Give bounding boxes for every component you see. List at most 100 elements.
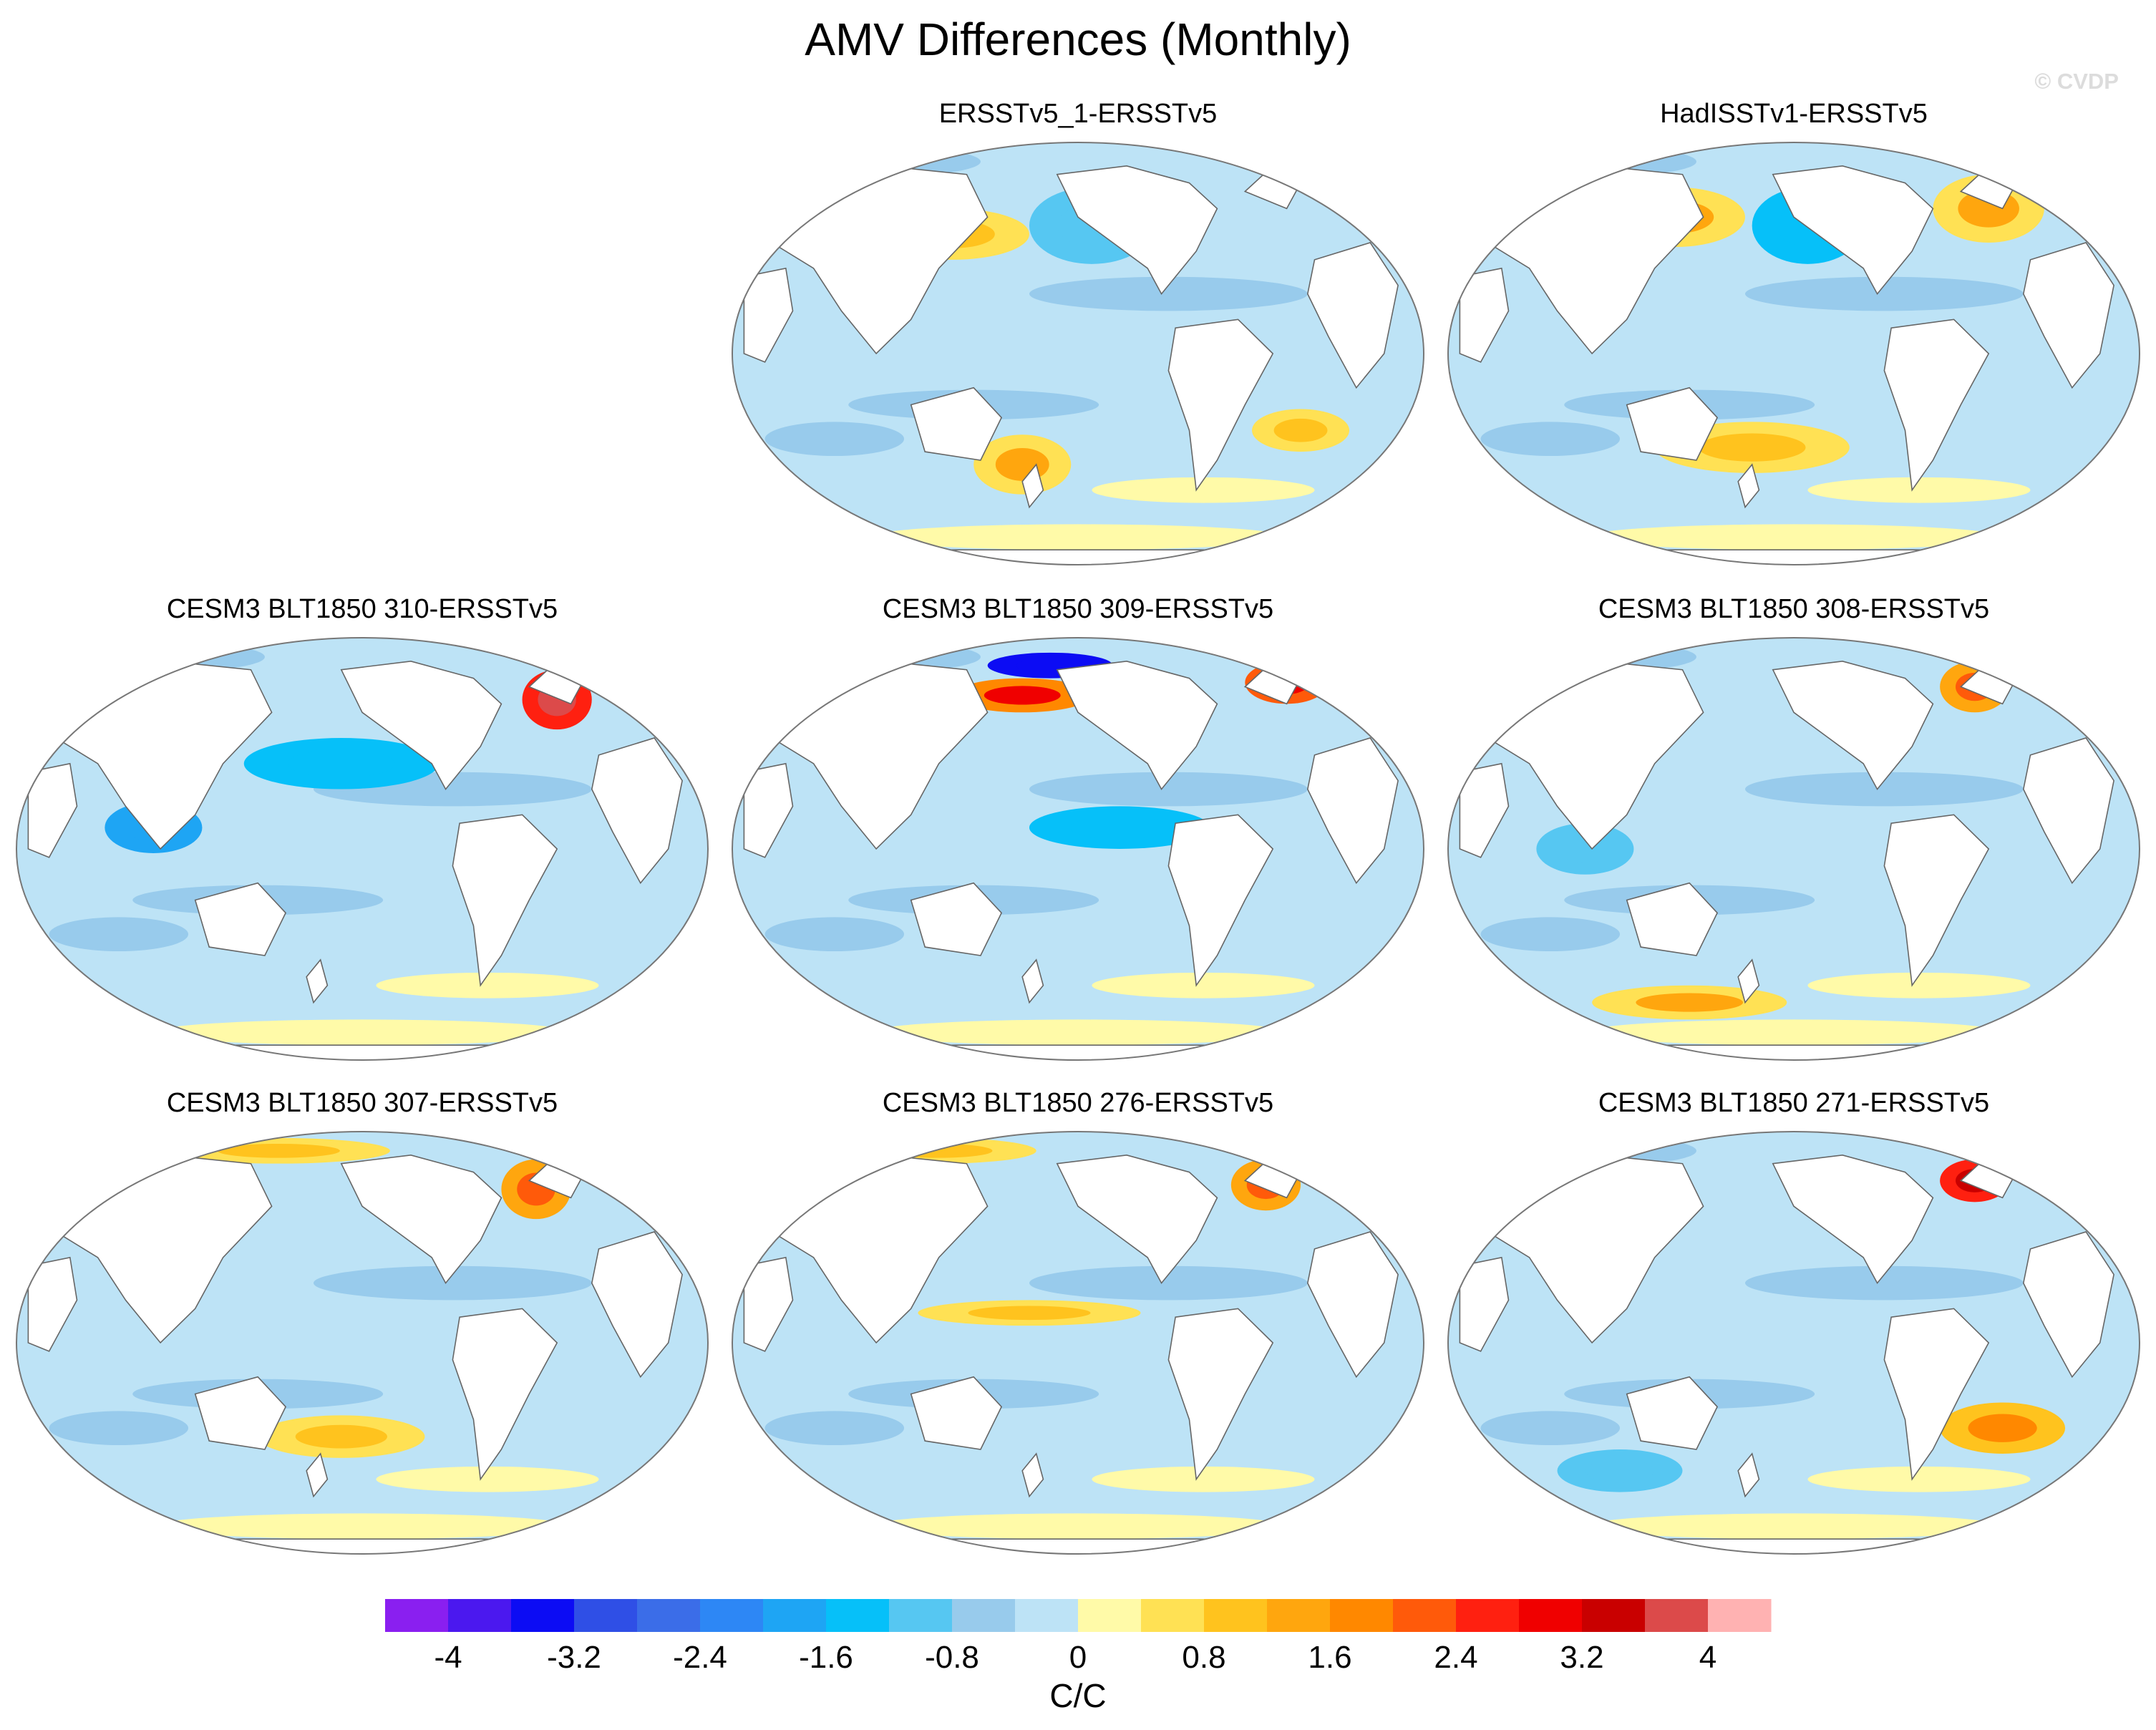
panel-title: ERSSTv5_1-ERSSTv5 bbox=[938, 99, 1218, 129]
anomaly-band bbox=[1744, 276, 2024, 311]
anomaly-band bbox=[1092, 1466, 1315, 1492]
map-panel bbox=[1447, 142, 2140, 565]
landmass bbox=[1167, 319, 1274, 492]
anomaly-band bbox=[153, 1019, 571, 1046]
colorbar-tick-label: 1.6 bbox=[1308, 1640, 1351, 1675]
landmass bbox=[1306, 1231, 1399, 1379]
panel-title: CESM3 BLT1850 271-ERSSTv5 bbox=[1598, 1088, 1990, 1118]
colorbar-swatch bbox=[1645, 1599, 1709, 1632]
colorbar-swatch bbox=[889, 1599, 953, 1632]
colorbar-tick-label: -1.6 bbox=[799, 1640, 853, 1675]
anomaly-band bbox=[869, 1513, 1287, 1540]
colorbar-tick-label: 2.4 bbox=[1434, 1640, 1477, 1675]
colorbar-swatch bbox=[1078, 1599, 1142, 1632]
landmass bbox=[340, 1154, 502, 1285]
landmass bbox=[1772, 660, 1934, 791]
anomaly-band bbox=[1480, 422, 1620, 457]
landmass bbox=[27, 1256, 78, 1352]
panel-title: CESM3 BLT1850 308-ERSSTv5 bbox=[1598, 594, 1990, 624]
anomaly-band bbox=[1807, 477, 2031, 503]
landmass bbox=[1459, 267, 1510, 363]
map-panel bbox=[1447, 637, 2140, 1061]
landmass bbox=[194, 1376, 287, 1450]
map-panel bbox=[732, 637, 1424, 1061]
landmass bbox=[1459, 1256, 1510, 1352]
anomaly-band bbox=[49, 1411, 188, 1446]
landmass bbox=[743, 762, 794, 858]
anomaly-band bbox=[764, 917, 904, 952]
map-border bbox=[1447, 142, 2140, 565]
anomaly-band bbox=[1807, 972, 2031, 998]
landmass bbox=[1883, 1308, 1990, 1481]
figure-title: AMV Differences (Monthly) bbox=[805, 14, 1351, 65]
colorbar-swatch bbox=[1015, 1599, 1079, 1632]
landmass bbox=[27, 762, 78, 858]
landmass bbox=[452, 814, 558, 987]
map-border bbox=[732, 1131, 1424, 1555]
colorbar-swatch bbox=[1393, 1599, 1457, 1632]
landmass bbox=[1021, 463, 1044, 509]
map-panel bbox=[732, 1131, 1424, 1555]
colorbar-swatch bbox=[1456, 1599, 1520, 1632]
landmass bbox=[1772, 1154, 1934, 1285]
map-border bbox=[732, 142, 1424, 565]
landmass bbox=[452, 1308, 558, 1481]
landmass bbox=[1056, 165, 1218, 296]
panel-title: CESM3 BLT1850 310-ERSSTv5 bbox=[166, 594, 558, 624]
landmass bbox=[1021, 1452, 1044, 1498]
colorbar-swatch bbox=[1519, 1599, 1583, 1632]
colorbar-swatch bbox=[1267, 1599, 1331, 1632]
colorbar-swatch bbox=[637, 1599, 701, 1632]
anomaly-band bbox=[1029, 1265, 1308, 1301]
anomaly-feature-core bbox=[1636, 993, 1744, 1012]
landmass bbox=[910, 1376, 1003, 1450]
anomaly-feature-core bbox=[1069, 815, 1170, 840]
anomaly-band bbox=[1092, 972, 1315, 998]
colorbar-swatch bbox=[574, 1599, 638, 1632]
landmass bbox=[1167, 814, 1274, 987]
landmass bbox=[910, 882, 1003, 956]
anomaly-band bbox=[153, 1513, 571, 1540]
map-border bbox=[1447, 1131, 2140, 1555]
colorbar-tick-label: -4 bbox=[434, 1640, 462, 1675]
anomaly-band bbox=[1807, 1466, 2031, 1492]
landmass bbox=[340, 660, 502, 791]
anomaly-band bbox=[869, 524, 1287, 550]
colorbar-swatch bbox=[1330, 1599, 1394, 1632]
anomaly-band bbox=[376, 1466, 599, 1492]
map-panel bbox=[16, 1131, 709, 1555]
colorbar-swatch bbox=[952, 1599, 1016, 1632]
landmass bbox=[1883, 814, 1990, 987]
landmass bbox=[2022, 242, 2114, 389]
colorbar-swatch bbox=[826, 1599, 890, 1632]
panel-title: CESM3 BLT1850 309-ERSSTv5 bbox=[882, 594, 1274, 624]
landmass bbox=[1737, 1452, 1760, 1498]
landmass bbox=[743, 267, 794, 363]
map-panel bbox=[732, 142, 1424, 565]
anomaly-feature-core bbox=[1698, 433, 1806, 462]
panel-title: CESM3 BLT1850 307-ERSSTv5 bbox=[166, 1088, 558, 1118]
landmass bbox=[1772, 165, 1934, 296]
anomaly-feature-core bbox=[984, 686, 1061, 705]
colorbar-swatch bbox=[448, 1599, 512, 1632]
landmass bbox=[1737, 958, 1760, 1004]
colorbar-swatch bbox=[1204, 1599, 1268, 1632]
landmass bbox=[194, 882, 287, 956]
anomaly-band bbox=[869, 1019, 1287, 1046]
anomaly-feature-core bbox=[295, 1424, 387, 1449]
anomaly-feature-core bbox=[1273, 418, 1328, 442]
anomaly-band bbox=[313, 1265, 592, 1301]
anomaly-band bbox=[376, 972, 599, 998]
landmass bbox=[2022, 1231, 2114, 1379]
landmass bbox=[910, 387, 1003, 461]
colorbar-swatch bbox=[385, 1599, 449, 1632]
copyright-watermark: © CVDP bbox=[2034, 69, 2119, 94]
colorbar-tick-label: 0 bbox=[1069, 1640, 1087, 1675]
colorbar-swatch bbox=[511, 1599, 575, 1632]
map-border bbox=[16, 637, 709, 1061]
colorbar-swatch bbox=[1708, 1599, 1772, 1632]
landmass bbox=[1626, 1376, 1719, 1450]
landmass bbox=[743, 1256, 794, 1352]
landmass bbox=[1306, 737, 1399, 885]
landmass bbox=[1459, 762, 1510, 858]
